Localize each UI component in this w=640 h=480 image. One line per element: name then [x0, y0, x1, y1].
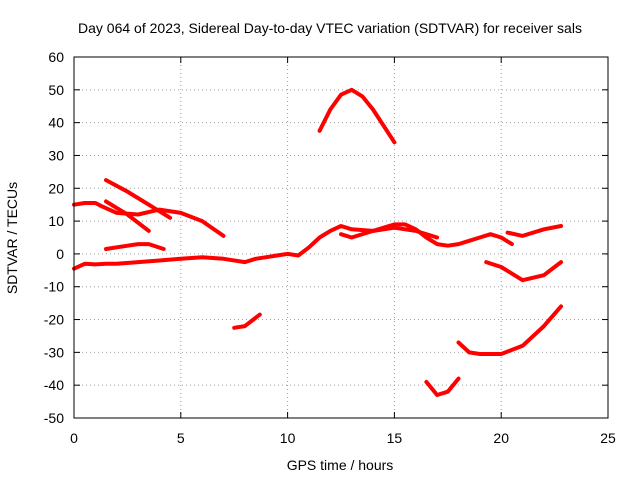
series-line-arc-11 — [484, 260, 563, 283]
y-axis-label: SDTVAR / TECUs — [4, 182, 20, 294]
x-tick-label: 5 — [177, 430, 185, 446]
y-tick-label: 60 — [48, 49, 64, 65]
y-tick-label: 50 — [48, 82, 64, 98]
series-line-arc-7 — [317, 87, 397, 145]
x-tick-label: 20 — [493, 430, 509, 446]
series-line-arc-3 — [104, 178, 173, 220]
series-group — [72, 87, 563, 397]
x-tick-label: 10 — [280, 430, 296, 446]
y-tick-label: -40 — [44, 377, 64, 393]
y-tick-labels: -50 -40 -30 -20 -10 0 10 20 30 40 50 60 — [44, 49, 64, 426]
y-tick-label: -10 — [44, 279, 64, 295]
chart-title: Day 064 of 2023, Sidereal Day-to-day VTE… — [78, 20, 582, 36]
y-tick-label: -30 — [44, 344, 64, 360]
y-tick-label: -20 — [44, 312, 64, 328]
y-tick-label: -50 — [44, 410, 64, 426]
x-axis-label: GPS time / hours — [287, 457, 394, 473]
x-tick-label: 15 — [387, 430, 403, 446]
series-line-arc-10 — [456, 304, 563, 356]
series-line-arc-4 — [104, 199, 151, 233]
series-line-arc-1 — [72, 222, 514, 271]
y-tick-label: 10 — [48, 213, 64, 229]
series-line-arc-9 — [424, 376, 461, 397]
y-tick-label: 30 — [48, 147, 64, 163]
series-line-arc-6 — [232, 312, 262, 330]
series-line-arc-5 — [104, 242, 166, 251]
y-tick-label: 0 — [56, 246, 64, 262]
series-line-arc-8 — [339, 225, 440, 240]
y-tick-label: 40 — [48, 115, 64, 131]
y-tick-label: 20 — [48, 180, 64, 196]
series-line-arc-12 — [505, 224, 563, 238]
x-tick-label: 25 — [600, 430, 616, 446]
plot-frame — [73, 56, 609, 419]
axis-ticks — [73, 56, 609, 419]
x-tick-labels: 0 5 10 15 20 25 — [70, 430, 616, 446]
x-tick-label: 0 — [70, 430, 78, 446]
grid-lines — [74, 57, 608, 418]
